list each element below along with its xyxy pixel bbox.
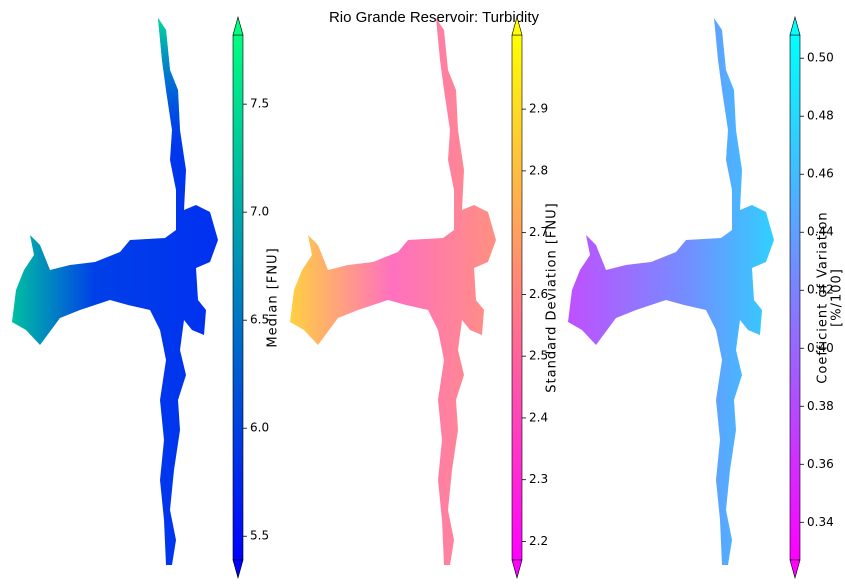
map-std	[290, 18, 496, 565]
figure-title: Rio Grande Reservoir: Turbidity	[329, 9, 540, 26]
colorbar-extend-top	[511, 15, 523, 36]
colorbar-label: Standard Deviation [FNU]	[545, 202, 560, 392]
colorbar-extend-bottom	[511, 559, 523, 580]
colorbar-label: Coefficient of Variation	[816, 211, 831, 383]
colorbar-tick-label: 2.2	[529, 534, 548, 548]
colorbar-tick-label: 0.38	[807, 399, 834, 413]
colorbar-label: Median [FNU]	[266, 247, 281, 347]
colorbar	[511, 34, 523, 561]
colorbar-tick-label: 2.5	[529, 349, 548, 363]
map-cv	[568, 18, 774, 565]
colorbar-tick-label: 0.42	[807, 283, 834, 297]
colorbar-extend-top	[232, 15, 244, 36]
colorbar-label: [%/100]	[830, 268, 845, 327]
colorbar-tick-label: 0.50	[807, 51, 834, 65]
colorbar	[232, 34, 244, 561]
colorbar-tick-label: 2.3	[529, 472, 548, 486]
colorbar-tick-label: 7.0	[250, 205, 269, 219]
colorbar-tick-label: 2.8	[529, 163, 548, 177]
colorbar-tick-label: 2.9	[529, 102, 548, 116]
map-median	[12, 18, 218, 565]
colorbar-extend-top	[789, 15, 801, 36]
colorbar-tick-label: 2.6	[529, 287, 548, 301]
colorbar-tick-label: 0.34	[807, 515, 834, 529]
colorbar	[789, 34, 801, 561]
colorbar-tick-label: 2.4	[529, 410, 548, 424]
colorbar-tick-label: 0.48	[807, 109, 834, 123]
colorbar-tick-label: 6.5	[250, 313, 269, 327]
colorbar-tick-label: 7.5	[250, 97, 269, 111]
colorbar-tick-label: 2.7	[529, 225, 548, 239]
colorbar-tick-label: 0.36	[807, 457, 834, 471]
colorbar-tick-label: 0.46	[807, 167, 834, 181]
colorbar-extend-bottom	[789, 559, 801, 580]
colorbar-tick-label: 0.44	[807, 225, 834, 239]
colorbar-tick-label: 0.40	[807, 341, 834, 355]
colorbar-tick-label: 5.5	[250, 529, 269, 543]
colorbar-extend-bottom	[232, 559, 244, 580]
colorbar-tick-label: 6.0	[250, 421, 269, 435]
